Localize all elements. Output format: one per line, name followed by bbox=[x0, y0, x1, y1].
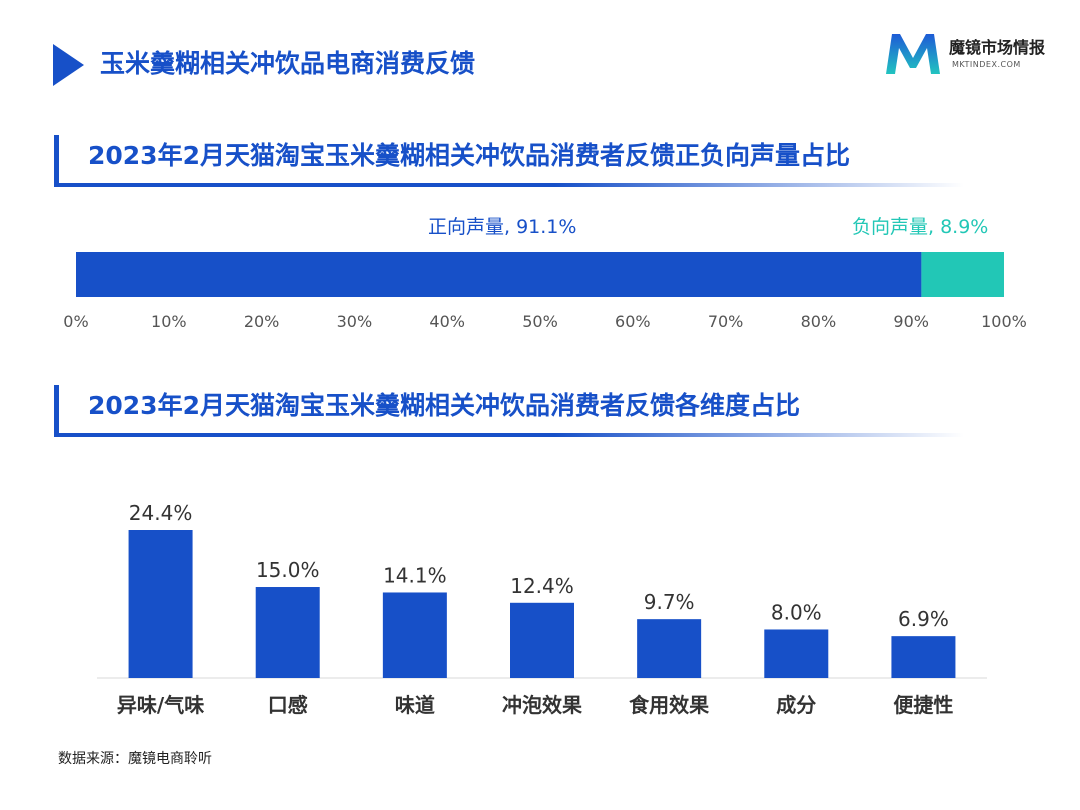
section-title-text: 2023年2月天猫淘宝玉米羹糊相关冲饮品消费者反馈正负向声量占比 bbox=[88, 141, 850, 170]
x-tick-label: 80% bbox=[801, 312, 837, 331]
category-label: 冲泡效果 bbox=[502, 693, 582, 717]
section-title-text: 2023年2月天猫淘宝玉米羹糊相关冲饮品消费者反馈各维度占比 bbox=[88, 391, 800, 420]
bar bbox=[255, 587, 320, 678]
bar bbox=[764, 629, 829, 678]
x-tick-label: 70% bbox=[708, 312, 744, 331]
x-tick-label: 10% bbox=[151, 312, 187, 331]
data-source-note: 数据来源：魔镜电商聆听 bbox=[58, 751, 212, 767]
category-label: 味道 bbox=[395, 693, 435, 717]
x-tick-label: 50% bbox=[522, 312, 558, 331]
section-title-sentiment: 2023年2月天猫淘宝玉米羹糊相关冲饮品消费者反馈正负向声量占比 bbox=[54, 135, 964, 187]
x-tick-label: 100% bbox=[981, 312, 1027, 331]
bar bbox=[510, 602, 574, 678]
category-label: 便捷性 bbox=[893, 693, 953, 717]
section-accent-bar bbox=[54, 385, 59, 437]
logo-subtext: MKTINDEX.COM bbox=[952, 60, 1021, 69]
bar-value-label: 14.1% bbox=[383, 563, 447, 587]
x-tick-label: 0% bbox=[63, 312, 88, 331]
logo-m-icon bbox=[886, 34, 940, 74]
sentiment-stacked-bar-chart: 0% 10% 20% 30% 40% 50% 60% 70% 80% 90% 100% bbox=[63, 252, 1027, 331]
category-label: 异味/气味 bbox=[117, 693, 204, 717]
category-label: 口感 bbox=[268, 693, 308, 717]
positive-share-label: 正向声量, 91.1% bbox=[428, 216, 577, 238]
section-underline bbox=[54, 183, 964, 187]
bar-value-label: 8.0% bbox=[771, 600, 822, 624]
bar-value-label: 24.4% bbox=[129, 501, 193, 525]
title-arrow-marker bbox=[53, 44, 84, 86]
bar bbox=[382, 592, 447, 678]
stacked-bar-segment bbox=[921, 252, 1004, 297]
section-title-dimensions: 2023年2月天猫淘宝玉米羹糊相关冲饮品消费者反馈各维度占比 bbox=[54, 385, 964, 437]
negative-share-label: 负向声量, 8.9% bbox=[852, 216, 989, 238]
brand-logo: 魔镜市场情报 MKTINDEX.COM bbox=[882, 28, 1052, 80]
category-label: 食用效果 bbox=[629, 693, 709, 717]
bar-value-label: 9.7% bbox=[644, 590, 695, 614]
x-tick-label: 20% bbox=[244, 312, 280, 331]
bar-value-label: 12.4% bbox=[510, 574, 574, 598]
category-label: 成分 bbox=[776, 693, 816, 717]
stacked-bar-segment bbox=[76, 252, 922, 297]
bar bbox=[891, 636, 956, 678]
bar-value-label: 15.0% bbox=[256, 558, 320, 582]
section-accent-bar bbox=[54, 135, 59, 187]
x-tick-label: 90% bbox=[893, 312, 929, 331]
section-underline bbox=[54, 433, 964, 437]
logo-name: 魔镜市场情报 bbox=[949, 38, 1046, 57]
bar-value-label: 6.9% bbox=[898, 607, 949, 631]
page-title: 玉米羹糊相关冲饮品电商消费反馈 bbox=[100, 49, 476, 78]
bar bbox=[128, 530, 193, 678]
bar bbox=[637, 619, 702, 678]
x-tick-label: 40% bbox=[429, 312, 465, 331]
x-tick-label: 30% bbox=[337, 312, 373, 331]
x-tick-label: 60% bbox=[615, 312, 651, 331]
